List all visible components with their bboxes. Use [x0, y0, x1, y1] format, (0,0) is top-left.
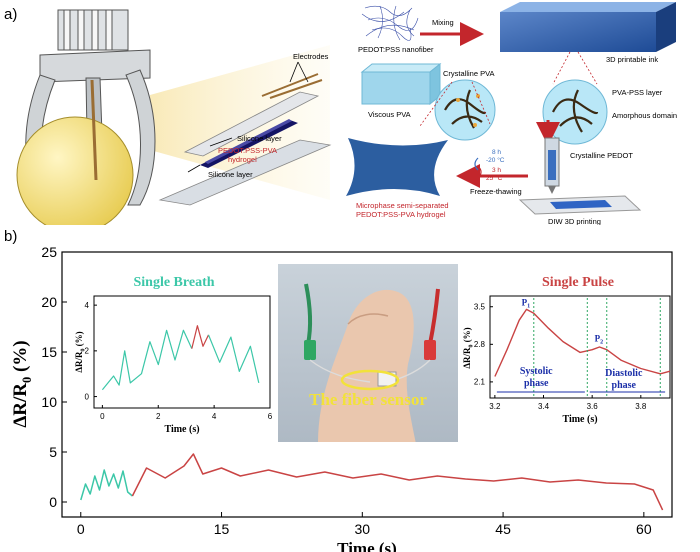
x-tick-label: 30	[355, 521, 371, 537]
y-tick-label: 0	[85, 392, 90, 401]
label-diw: DIW 3D printing	[548, 217, 601, 225]
breath-title: Single Breath	[133, 275, 214, 290]
diw-printer	[518, 137, 642, 215]
sensor-layers	[158, 73, 332, 206]
y-tick-label: 0	[49, 494, 57, 510]
y-tick-label: 5	[49, 444, 57, 460]
viscous-pva-block	[361, 71, 431, 105]
y-tick-label: 10	[41, 394, 57, 410]
gripper-sensor-strip	[90, 79, 98, 181]
label-viscous-pva: Viscous PVA	[368, 110, 411, 119]
label-hydrogel-1: PEDOT:PSS-PVA	[218, 146, 277, 155]
y-tick-label: 4	[85, 301, 90, 310]
y-axis-label: ΔR/R0 (%)	[10, 340, 34, 427]
label-silicone-top: Silicone layer	[237, 134, 282, 143]
series-line-0	[101, 329, 193, 391]
label-micro-1: Microphase semi-separated	[356, 201, 449, 210]
annotation-p1: P1	[522, 298, 531, 310]
robot-gripper	[25, 9, 156, 206]
label-electrodes: Electrodes	[293, 52, 329, 61]
hydrogel-membrane	[346, 138, 448, 196]
x-tick-label: 45	[495, 521, 511, 537]
annotation-diastolic-2: phase	[612, 380, 637, 391]
panel-b-label: b)	[4, 228, 18, 245]
series-line-1	[131, 453, 664, 511]
hand-arm	[318, 289, 416, 442]
y-tick-label: 25	[41, 244, 57, 260]
series-line-1	[191, 325, 210, 349]
red-clip	[428, 288, 440, 345]
y-tick-label: 20	[41, 294, 57, 310]
series-line-0	[494, 308, 671, 377]
sensor-ellipse	[340, 369, 400, 391]
pulse-y-label: ΔR/R0 (%)	[462, 327, 474, 368]
panel-a-label: a)	[4, 6, 18, 23]
y-tick-label: 2	[85, 347, 90, 356]
plot-frame	[93, 295, 271, 409]
x-axis-label: Time (s)	[337, 539, 397, 552]
x-tick-label: 4	[212, 412, 217, 421]
x-axis-label: Time (s)	[562, 414, 597, 425]
label-cond-4: 25 °C	[486, 174, 503, 182]
annotation-systolic-2: phase	[524, 378, 549, 389]
label-amorphous: Amorphous domain	[612, 111, 677, 120]
x-tick-label: 3.6	[587, 402, 599, 411]
annotation-p2: P2	[595, 334, 604, 346]
x-tick-label: 3.2	[489, 402, 501, 411]
ink-block	[500, 2, 676, 52]
yellow-ball	[16, 116, 134, 225]
annotation-diastolic: Diastolic	[605, 368, 643, 379]
panel-a-schematic: Electrodes Silicone layer PEDOT:PSS-PVA …	[16, 2, 677, 225]
label-silicone-bottom: Silicone layer	[208, 170, 253, 179]
y-tick-label: 2.8	[474, 340, 486, 349]
pulse-title: Single Pulse	[542, 275, 614, 290]
label-ink: 3D printable ink	[606, 55, 658, 64]
label-pva-pss-layer: PVA-PSS layer	[612, 88, 663, 97]
nanofiber-cluster	[361, 5, 419, 41]
plot-frame	[489, 295, 671, 399]
plot-frame	[61, 251, 673, 518]
x-tick-label: 60	[636, 521, 652, 537]
x-tick-label: 0	[77, 521, 85, 537]
x-tick-label: 3.4	[538, 402, 550, 411]
y-tick-label: 2.1	[474, 378, 486, 387]
x-axis-label: Time (s)	[164, 424, 199, 435]
label-crystalline-pedot: Crystalline PEDOT	[570, 151, 633, 160]
x-tick-label: 0	[100, 412, 105, 421]
label-mixing: Mixing	[432, 18, 454, 27]
label-cond-3: 3 h	[492, 167, 501, 174]
wrist-photo: The fiber sensor	[278, 264, 458, 442]
label-crystalline-pva: Crystalline PVA	[443, 69, 495, 78]
breath-y-label: ΔR/R0 (%)	[74, 331, 86, 372]
y-tick-label: 15	[41, 344, 57, 360]
breath-inset-chart: 0 2 4 6 0 2 4 Time (s) Single Breath ΔR/R0 (%)	[74, 275, 273, 435]
green-clip	[304, 283, 313, 345]
label-hydrogel-2: hydrogel	[228, 155, 257, 164]
label-cond-1: 8 h	[492, 149, 501, 156]
x-tick-label: 6	[268, 412, 273, 421]
annotation-systolic: Systolic	[520, 366, 553, 377]
label-cond-2: -20 °C	[486, 156, 505, 164]
x-tick-label: 3.8	[635, 402, 647, 411]
series-line-2	[207, 334, 260, 384]
series-line-0	[80, 469, 133, 501]
crystalline-pva-circle	[434, 79, 496, 141]
x-tick-label: 15	[214, 521, 230, 537]
label-nanofiber: PEDOT:PSS nanofiber	[358, 45, 434, 54]
label-freeze: Freeze-thawing	[470, 187, 522, 196]
photo-caption: The fiber sensor	[309, 390, 427, 409]
x-tick-label: 2	[156, 412, 161, 421]
y-tick-label: 3.5	[474, 303, 486, 312]
pulse-inset-chart: 3.2 3.4 3.6 3.8 2.1 2.8 3.5 Time (s) Single Puls…	[462, 275, 671, 425]
label-micro-2: PEDOT:PSS-PVA hydrogel	[356, 210, 446, 219]
